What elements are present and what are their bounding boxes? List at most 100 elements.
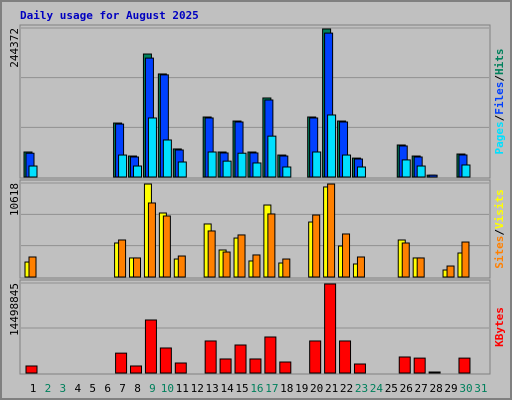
legend-entry: KBytes: [493, 307, 506, 347]
bar: [264, 336, 277, 374]
bar: [133, 165, 143, 178]
bar: [267, 135, 277, 178]
x-tick-label: 23: [355, 382, 368, 395]
x-tick-label: 1: [30, 382, 37, 395]
x-tick-label: 29: [444, 382, 457, 395]
x-tick-label: 14: [220, 382, 234, 395]
bar: [461, 164, 471, 178]
bar: [413, 357, 426, 374]
legend-entry: Pages: [493, 121, 506, 154]
chart-title: Daily usage for August 2025: [20, 9, 199, 22]
bar: [147, 117, 157, 178]
bar: [282, 166, 292, 178]
bar: [162, 139, 172, 178]
bar: [458, 357, 471, 374]
x-tick-label: 31: [474, 382, 487, 395]
bar: [428, 371, 441, 374]
x-tick-label: 19: [295, 382, 308, 395]
x-tick-label: 2: [45, 382, 52, 395]
x-tick-label: 21: [325, 382, 338, 395]
x-tick-label: 15: [235, 382, 248, 395]
bar: [342, 154, 352, 178]
x-tick-label: 20: [310, 382, 323, 395]
legend-separator: /: [493, 229, 506, 236]
bar: [144, 319, 157, 374]
bar: [312, 214, 321, 278]
bar: [207, 151, 217, 178]
legend: Pages/Files/Hits: [493, 49, 506, 155]
x-tick-label: 13: [206, 382, 219, 395]
bar: [118, 239, 127, 278]
x-tick-label: 6: [104, 382, 111, 395]
x-tick-label: 24: [370, 382, 384, 395]
bar: [356, 256, 365, 278]
legend: KBytes: [493, 307, 506, 347]
bar: [327, 114, 337, 178]
x-tick-label: 17: [265, 382, 278, 395]
x-tick-label: 25: [385, 382, 398, 395]
legend-separator: /: [493, 114, 506, 121]
bar: [267, 213, 276, 278]
bar: [204, 340, 217, 374]
bar: [342, 233, 351, 278]
bar: [339, 340, 352, 374]
panel: [19, 279, 491, 375]
bar: [416, 257, 425, 278]
bar: [207, 230, 216, 278]
bar: [222, 160, 232, 178]
x-tick-label: 27: [415, 382, 428, 395]
x-tick-label: 22: [340, 382, 353, 395]
x-tick-label: 5: [89, 382, 96, 395]
bar: [356, 166, 366, 178]
x-tick-label: 7: [119, 382, 126, 395]
bar: [252, 254, 261, 278]
bar: [162, 215, 171, 278]
bar: [234, 344, 247, 374]
x-tick-label: 11: [176, 382, 189, 395]
bar: [177, 255, 186, 278]
legend-entry: Sites: [493, 236, 506, 269]
x-tick-label: 10: [161, 382, 174, 395]
x-tick-label: 16: [250, 382, 263, 395]
legend-separator: /: [493, 75, 506, 82]
bar: [219, 358, 232, 374]
bar: [237, 152, 247, 178]
bar: [279, 361, 292, 374]
bar: [398, 356, 411, 374]
bar: [353, 363, 366, 374]
y-tick-label: 10618: [8, 183, 21, 216]
legend-entry: Visits: [493, 189, 506, 229]
x-tick-label: 12: [191, 382, 204, 395]
x-tick-label: 4: [74, 382, 81, 395]
bar: [159, 347, 172, 374]
bar: [28, 165, 38, 178]
legend: Sites/Visits: [493, 189, 506, 269]
y-tick-label: 244372: [8, 28, 21, 68]
bar: [237, 234, 246, 278]
x-tick-label: 30: [459, 382, 472, 395]
x-tick-label: 28: [429, 382, 442, 395]
y-tick-label: 14498845: [8, 283, 21, 336]
bar: [446, 265, 455, 278]
bar: [252, 162, 262, 178]
bar: [312, 151, 322, 178]
bar: [147, 202, 156, 278]
x-tick-label: 26: [400, 382, 413, 395]
x-tick-label: 9: [149, 382, 156, 395]
bar: [461, 241, 470, 278]
bar: [401, 242, 410, 278]
bar: [25, 365, 38, 374]
bar: [174, 362, 187, 374]
bar: [115, 352, 128, 374]
x-tick-label: 8: [134, 382, 141, 395]
bar: [130, 365, 143, 374]
bar: [222, 251, 231, 278]
bar: [309, 340, 322, 374]
bar: [249, 358, 262, 374]
bar: [416, 165, 426, 178]
bar: [118, 154, 128, 178]
bar: [324, 283, 337, 374]
